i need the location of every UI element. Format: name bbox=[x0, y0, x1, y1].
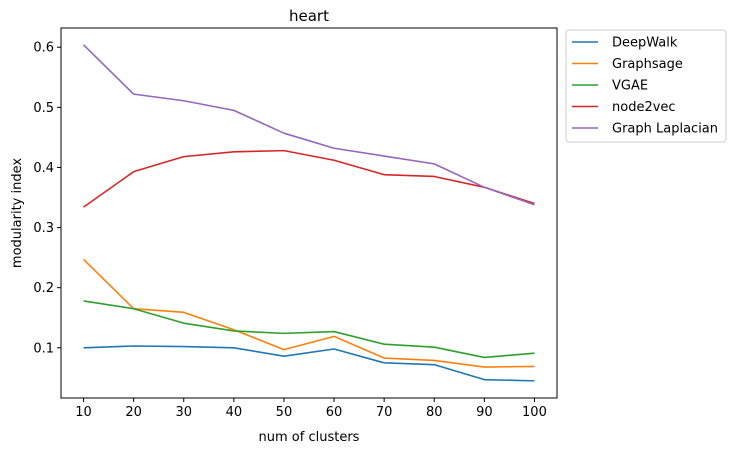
legend: DeepWalk Graphsage VGAE node2vec Graph Lapla… bbox=[565, 29, 727, 143]
series-line-vgae bbox=[83, 300, 535, 359]
y-tick-label: 0.1 bbox=[33, 341, 54, 356]
legend-label: VGAE bbox=[612, 79, 648, 94]
x-tick-label: 90 bbox=[476, 405, 493, 420]
series-line-graph-laplacian bbox=[82, 44, 535, 206]
x-tick-label: 50 bbox=[276, 405, 293, 420]
series-line-deepwalk bbox=[83, 345, 535, 382]
legend-label: Graphsage bbox=[612, 57, 683, 72]
legend-box bbox=[565, 29, 727, 143]
x-tick-label: 30 bbox=[175, 405, 192, 420]
y-axis: 0.1 0.2 0.3 0.4 0.5 0.6 bbox=[33, 41, 61, 356]
x-tick-label: 40 bbox=[226, 405, 243, 420]
legend-label: node2vec bbox=[612, 100, 676, 115]
y-tick-label: 0.6 bbox=[33, 41, 54, 56]
x-tick-label: 60 bbox=[326, 405, 343, 420]
series-line-node2vec bbox=[83, 149, 535, 208]
y-tick-label: 0.4 bbox=[33, 161, 54, 176]
legend-label: Graph Laplacian bbox=[612, 122, 718, 137]
x-tick-label: 100 bbox=[522, 405, 547, 420]
x-axis: 10 20 30 40 50 60 70 80 90 100 bbox=[75, 398, 547, 420]
legend-label: DeepWalk bbox=[612, 36, 678, 51]
y-tick-label: 0.2 bbox=[33, 281, 54, 296]
y-tick-label: 0.3 bbox=[33, 221, 54, 236]
series-line-graphsage bbox=[82, 258, 535, 368]
y-axis-label: modularity index bbox=[10, 158, 25, 268]
plot-area bbox=[60, 27, 558, 399]
y-tick-label: 0.5 bbox=[33, 101, 54, 116]
series-lines bbox=[82, 44, 535, 382]
x-tick-label: 80 bbox=[426, 405, 443, 420]
x-tick-label: 70 bbox=[376, 405, 393, 420]
x-axis-label: num of clusters bbox=[259, 430, 360, 445]
chart-title: heart bbox=[289, 7, 329, 25]
x-tick-label: 20 bbox=[125, 405, 142, 420]
x-tick-label: 10 bbox=[75, 405, 92, 420]
